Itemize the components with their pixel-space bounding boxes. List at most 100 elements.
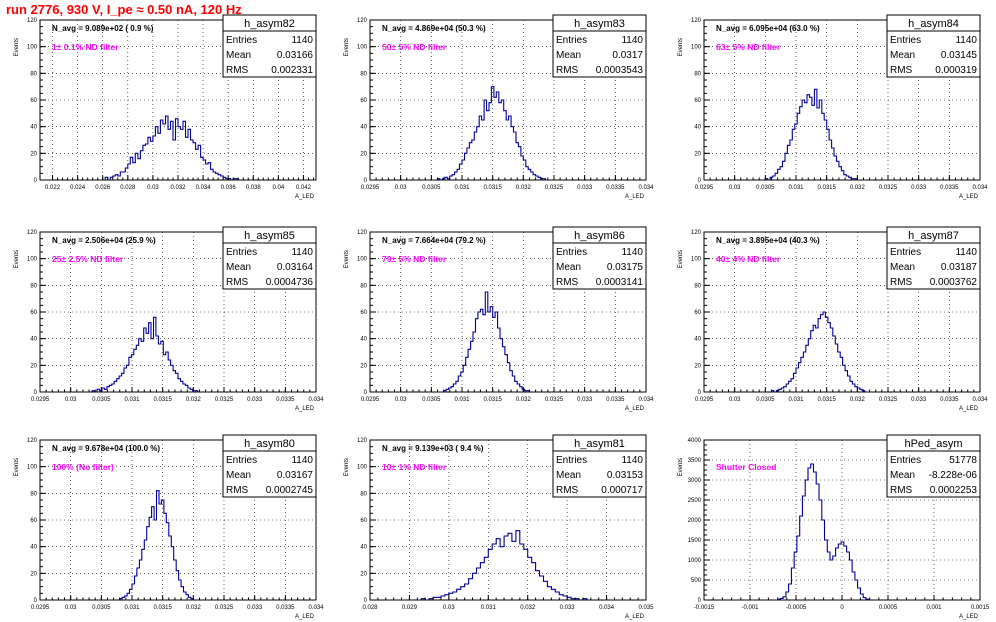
stats-key: Entries [890,247,921,258]
x-axis-label: A_LED [625,194,645,200]
stats-value: 0.0003141 [596,277,644,288]
y-axis-label: Events [678,458,684,476]
stats-value: 0.0002253 [930,485,978,496]
x-tick-label: 0.0295 [361,185,380,191]
y-axis-label: Events [678,38,684,56]
stats-value: 0.000717 [601,485,643,496]
x-tick-label: -0.0015 [694,605,715,611]
histogram-h_asym80 [119,490,194,600]
stats-value: 0.0002745 [266,485,314,496]
x-tick-label: -0.0005 [786,605,807,611]
x-tick-label: 0.0325 [879,397,898,403]
y-tick-label: 60 [694,310,701,316]
x-tick-label: 0.022 [45,185,61,191]
x-tick-label: 0.0305 [92,397,111,403]
filter-label: 25± 2.5% ND filter [52,254,124,264]
navg-label: N_avg = 3.895e+04 (40.3 %) [716,236,820,245]
y-tick-label: 40 [30,337,37,343]
x-tick-label: 0.032 [520,605,536,611]
x-tick-label: -0.001 [741,605,759,611]
y-tick-label: 2000 [688,518,702,524]
stats-key: RMS [556,65,579,76]
stats-key: Mean [890,470,915,481]
x-tick-label: 0.031 [454,397,470,403]
y-tick-label: 0 [698,178,702,184]
y-tick-label: 0 [364,598,368,604]
stats-value: 1140 [291,247,313,258]
stats-value: 0.03187 [941,262,978,273]
stats-key: Entries [226,247,257,258]
stats-box [222,450,317,498]
navg-label: N_avg = 6.095e+04 (63.0 %) [716,24,820,33]
x-tick-label: 0.0335 [940,185,959,191]
y-tick-label: 3500 [688,458,702,464]
y-tick-label: 100 [357,45,368,51]
stats-value: 0.03153 [607,470,644,481]
y-tick-label: 0 [34,598,38,604]
x-tick-label: 0.0005 [879,605,898,611]
panel-h_asym85: 0.0295 0.03 0.0305 0.031 0.0315 0.032 0.0325 0.… [14,226,324,412]
y-tick-label: 20 [360,151,367,157]
stats-box [886,450,981,498]
navg-label: N_avg = 9.678e+04 (100.0 %) [52,444,160,453]
x-tick-label: 0.03 [395,185,407,191]
x-tick-label: 0.0315 [817,397,836,403]
stats-key: RMS [890,65,913,76]
stats-title: hPed_asym [904,438,962,450]
x-tick-label: 0.0335 [606,185,625,191]
histogram-h_asym82 [104,115,239,181]
x-axis-label: A_LED [295,194,315,200]
stats-title: h_asym85 [244,230,295,242]
x-tick-label: 0.038 [246,185,262,191]
panel-h_asym81: 0.028 0.029 0.03 0.031 0.032 0.033 0.034 0.035 0… [344,434,654,620]
x-tick-label: 0.031 [124,397,140,403]
y-axis-label: Events [14,38,20,56]
filter-label: 1± 0.1% ND filter [52,42,119,52]
histogram-h_asym83 [436,86,546,181]
panel-hPed_asym: -0.0015 -0.001 -0.0005 0 0.0005 0.001 0.0015 0 5… [678,434,990,620]
x-tick-label: 0.035 [638,605,654,611]
y-axis-label: Events [14,250,20,268]
y-tick-label: 0 [698,598,702,604]
stats-value: 1140 [621,35,643,46]
x-tick-label: 0.034 [308,397,324,403]
x-tick-label: 0.0315 [817,185,836,191]
y-tick-label: 120 [27,438,38,444]
y-tick-label: 0 [34,390,38,396]
x-tick-label: 0.032 [186,605,202,611]
y-tick-label: 40 [30,545,37,551]
x-tick-label: 0.028 [362,605,378,611]
x-tick-label: 0.031 [124,605,140,611]
stats-key: Mean [556,50,581,61]
stats-title: h_asym86 [574,230,625,242]
y-tick-label: 80 [30,71,37,77]
stats-value: 1140 [291,35,313,46]
y-tick-label: 20 [694,151,701,157]
x-tick-label: 0.0305 [422,397,441,403]
stats-value: 0.0003762 [930,277,978,288]
stats-title: h_asym83 [574,18,625,30]
stats-key: Mean [556,470,581,481]
x-tick-label: 0.0305 [756,185,775,191]
x-tick-label: 0.0305 [92,605,111,611]
y-tick-label: 0 [34,178,38,184]
x-tick-label: 0.0335 [606,397,625,403]
y-tick-label: 40 [360,337,367,343]
y-tick-label: 80 [694,283,701,289]
stats-box [886,30,981,78]
x-tick-label: 0.03 [395,397,407,403]
y-tick-label: 40 [360,125,367,131]
filter-label: 79± 5% ND filter [382,254,447,264]
stats-key: RMS [226,65,249,76]
stats-value: 1140 [955,35,977,46]
navg-label: N_avg = 7.664e+04 (79.2 %) [382,236,486,245]
x-tick-label: 0.03 [65,605,77,611]
stats-key: Entries [890,455,921,466]
y-tick-label: 500 [691,578,702,584]
y-tick-label: 0 [698,390,702,396]
stats-value: 0.0003543 [596,65,644,76]
y-tick-label: 80 [360,283,367,289]
x-tick-label: 0.031 [788,185,804,191]
y-tick-label: 120 [691,230,702,236]
stats-value: 0.03167 [277,470,314,481]
